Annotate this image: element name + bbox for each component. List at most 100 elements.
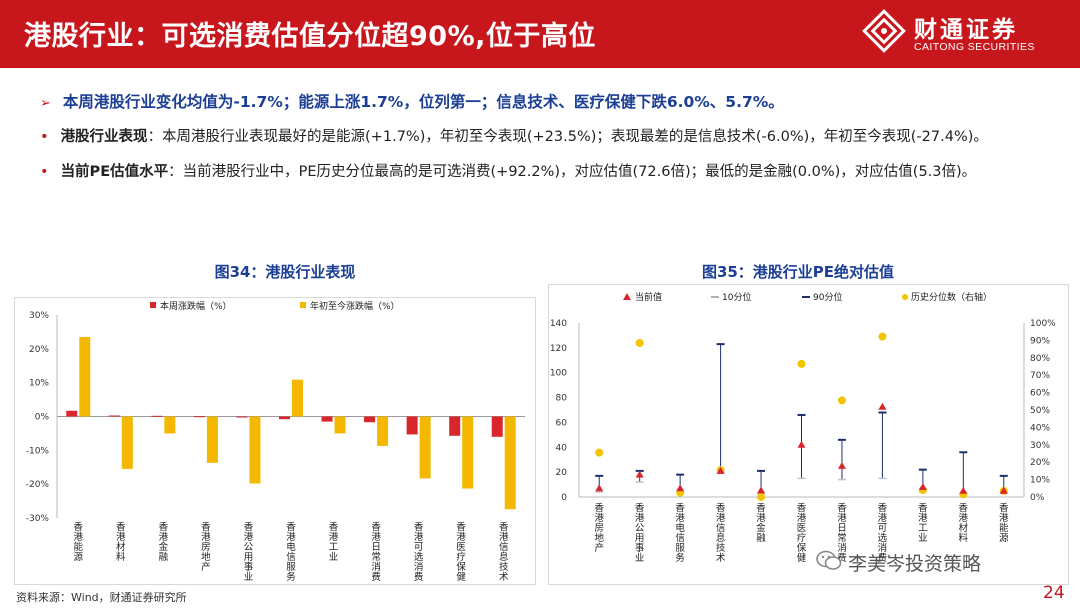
current-value-point: [837, 461, 846, 469]
x-tick-label: 香港电信服务: [675, 503, 685, 564]
current-value-point: [635, 470, 644, 478]
y-tick-label: -20%: [26, 480, 50, 490]
x-tick-label: 香港材料: [116, 522, 126, 563]
legend-swatch: [300, 302, 306, 308]
legend-dot-icon: [902, 294, 908, 300]
y2-tick-label: 10%: [1030, 476, 1050, 486]
bar-weekly: [279, 416, 290, 420]
y-tick-label: 60: [556, 418, 568, 428]
brand-name-cn: 财通证券: [914, 17, 1018, 43]
bar-weekly: [66, 410, 78, 417]
headline-text: 本周港股行业变化均值为-1.7%；能源上涨1.7%，位列第一；信息技术、医疗保健…: [62, 93, 784, 111]
current-value-point: [716, 466, 725, 474]
y2-tick-label: 40%: [1030, 423, 1050, 433]
bar-ytd: [79, 336, 91, 417]
bar-ytd: [292, 379, 303, 417]
chart35-pe-valuation: 140 120 100 80 60 40 20 0 100% 90% 80% 70% 60% 50% 40%…: [550, 291, 1056, 564]
current-value-point: [797, 440, 806, 448]
y2-tick-label: 30%: [1030, 441, 1050, 451]
arrow-bullet-icon: ➢: [40, 96, 51, 111]
x-tick-label: 香港信息技术: [499, 522, 509, 583]
y2-tick-label: 80%: [1030, 354, 1050, 364]
x-tick-label: 香港信息技术: [716, 503, 726, 564]
y2-tick-label: 0%: [1030, 493, 1045, 503]
bar-ytd: [249, 416, 261, 484]
current-value-point: [959, 486, 968, 494]
bar-weekly: [364, 416, 376, 423]
x-tick-label: 香港房地产: [594, 503, 604, 554]
bar-ytd: [462, 416, 474, 489]
y-tick-label: 0%: [35, 413, 50, 423]
legend-label: 本周涨跌幅（%）: [160, 300, 232, 312]
legend-swatch: [150, 302, 156, 308]
x-tick-label: 香港可选消费: [878, 503, 888, 564]
current-value-point: [918, 483, 927, 491]
y2-tick-label: 60%: [1030, 389, 1050, 399]
bullet-dot-icon: •: [40, 164, 49, 180]
x-tick-label: 香港工业: [329, 522, 339, 563]
bar-ytd: [377, 416, 389, 446]
bar-ytd: [419, 416, 431, 479]
wechat-icon: [816, 550, 842, 570]
y-tick-label: 40: [556, 443, 568, 453]
x-tick-label: 香港能源: [74, 522, 84, 563]
y-tick-label: 0: [561, 493, 567, 503]
watermark-text: 李美岑投资策略: [848, 553, 982, 575]
hist-percentile-point: [635, 339, 644, 348]
bullet-label: 当前PE估值水平: [60, 164, 169, 180]
current-value-point: [595, 484, 604, 492]
bullet-dot-icon: •: [40, 129, 49, 145]
hist-percentile-point: [878, 332, 887, 341]
page-title: 港股行业：可选消费估值分位超90%,位于高位: [24, 21, 596, 52]
bar-weekly: [491, 416, 503, 437]
x-tick-label: 香港材料: [959, 503, 969, 544]
y-tick-label: 80: [556, 394, 568, 404]
bar-ytd: [504, 416, 516, 510]
hist-percentile-point: [797, 359, 806, 368]
chart34-industry-performance: 30% 20% 10% 0% -10% -20% -30% 本周涨跌幅（%） 年初至今涨跌幅（%…: [26, 300, 525, 583]
bar-ytd: [121, 416, 133, 469]
current-value-point: [676, 484, 685, 492]
y-tick-label: 10%: [29, 379, 49, 389]
y2-tick-label: 90%: [1030, 336, 1050, 346]
x-tick-label: 香港日常消费: [837, 503, 847, 564]
bar-weekly: [236, 416, 248, 418]
y-tick-label: 100: [550, 369, 567, 379]
x-tick-label: 香港能源: [999, 503, 1009, 544]
x-tick-label: 香港可选消费: [414, 522, 424, 583]
x-tick-label: 香港金融: [159, 522, 169, 563]
source-note: 资料来源：Wind，财通证券研究所: [16, 591, 187, 604]
y-tick-label: 20: [556, 468, 568, 478]
legend: 当前值 10分位 90分位 历史分位数（右轴）: [623, 291, 992, 303]
x-tick-label: 香港公用事业: [244, 522, 254, 583]
bar-weekly: [108, 415, 120, 417]
y2-tick-label: 20%: [1030, 458, 1050, 468]
bar-weekly: [321, 416, 333, 422]
bar-weekly: [449, 416, 461, 436]
x-tick-label: 香港医疗保健: [797, 503, 807, 564]
page-number: 24: [1043, 583, 1065, 603]
summary-headline: ➢ 本周港股行业变化均值为-1.7%；能源上涨1.7%，位列第一；信息技术、医疗保…: [40, 90, 784, 112]
legend-label: 当前值: [635, 291, 662, 303]
chart34-title: 图34：港股行业表现: [214, 263, 356, 281]
hist-percentile-point: [595, 448, 604, 457]
bar-weekly: [193, 416, 205, 418]
summary-bullet-performance: • 港股行业表现：本周港股行业表现最好的是能源(+1.7%)，年初至今表现(+23…: [40, 125, 988, 146]
header-bar: 港股行业：可选消费估值分位超90%,位于高位 财通证券 CAITONG SECU…: [0, 0, 1080, 68]
bar-weekly: [406, 416, 418, 435]
bullet-label: 港股行业表现: [60, 129, 148, 145]
current-value-point: [999, 486, 1008, 494]
chart35-title: 图35：港股行业PE绝对估值: [701, 263, 895, 281]
x-tick-label: 香港金融: [756, 503, 766, 544]
y2-tick-label: 100%: [1030, 319, 1056, 329]
x-tick-label: 香港房地产: [201, 522, 211, 573]
bullet-text: ：本周港股行业表现最好的是能源(+1.7%)，年初至今表现(+23.5%)；表现…: [147, 129, 988, 145]
y-tick-label: 20%: [29, 345, 49, 355]
y-tick-label: 30%: [29, 311, 49, 321]
x-tick-label: 香港医疗保健: [456, 522, 466, 583]
y-tick-label: 140: [550, 319, 567, 329]
brand-name-en: CAITONG SECURITIES: [914, 41, 1035, 53]
caitong-logo-icon: [862, 9, 906, 53]
bar-ytd: [206, 416, 218, 463]
bar-ytd: [164, 416, 176, 434]
